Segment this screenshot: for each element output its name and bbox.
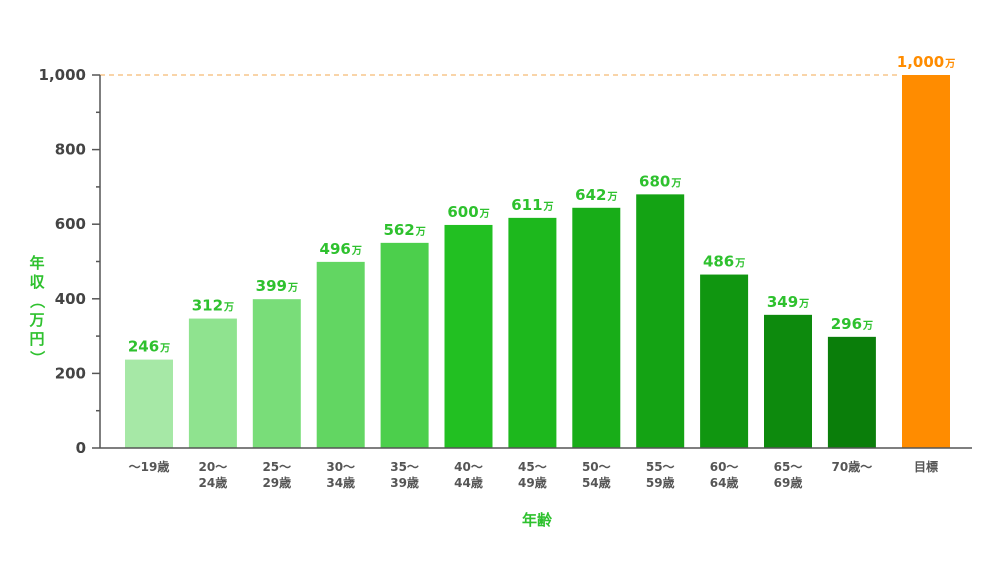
y-tick-label: 400 xyxy=(55,290,86,308)
bar xyxy=(764,314,812,448)
bar xyxy=(572,207,621,448)
y-tick-label: 1,000 xyxy=(39,66,86,84)
x-tick-label: 34歳 xyxy=(326,475,355,490)
data-label: 496万 xyxy=(320,240,362,258)
x-tick-label: 20～ xyxy=(199,460,228,474)
x-tick-label: 50～ xyxy=(582,460,611,474)
y-axis-title-char: （ xyxy=(28,293,46,308)
x-tick-label: 64歳 xyxy=(710,475,739,490)
x-tick-label: 29歳 xyxy=(262,475,291,490)
bar xyxy=(316,261,365,448)
x-tick-label: 59歳 xyxy=(646,475,675,490)
x-tick-label: ～19歳 xyxy=(129,459,170,474)
data-label: 600万 xyxy=(447,203,489,221)
bar xyxy=(380,242,429,448)
target-bar xyxy=(902,75,950,448)
data-label: 349万 xyxy=(767,293,809,311)
y-axis-title-char: 円 xyxy=(29,330,44,348)
bar xyxy=(508,217,557,448)
data-label: 1,000万 xyxy=(897,53,955,71)
y-tick-label: 800 xyxy=(55,141,86,159)
y-tick-label: 0 xyxy=(76,439,86,457)
y-axis-title-char: 収 xyxy=(29,273,45,291)
x-tick-label: 45～ xyxy=(518,460,547,474)
data-label: 680万 xyxy=(639,172,681,190)
x-tick-label: 55～ xyxy=(646,460,675,474)
x-tick-label: 目標 xyxy=(914,459,938,474)
y-tick-label: 200 xyxy=(55,364,86,382)
x-tick-label: 24歳 xyxy=(199,475,228,490)
bar xyxy=(188,318,237,448)
bar xyxy=(636,194,685,448)
x-tick-label: 35～ xyxy=(390,460,419,474)
y-tick-label: 600 xyxy=(55,215,86,233)
data-label: 642万 xyxy=(575,186,617,204)
x-tick-label: 49歳 xyxy=(518,475,547,490)
x-tick-label: 39歳 xyxy=(390,475,419,490)
data-label: 611万 xyxy=(511,196,553,214)
x-tick-label: 30～ xyxy=(326,460,355,474)
x-tick-label: 40～ xyxy=(454,460,483,474)
bar xyxy=(125,359,173,448)
x-tick-label: 25～ xyxy=(262,460,291,474)
data-label: 246万 xyxy=(128,338,170,356)
y-axis-title-char: 万 xyxy=(28,311,44,329)
x-tick-label: 54歳 xyxy=(582,475,611,490)
data-label: 399万 xyxy=(256,277,298,295)
x-tick-label: 65～ xyxy=(774,460,803,474)
bar xyxy=(827,336,876,448)
data-label: 312万 xyxy=(192,297,234,315)
data-label: 486万 xyxy=(703,253,745,271)
x-tick-label: 44歳 xyxy=(454,475,483,490)
x-tick-label: 69歳 xyxy=(774,475,803,490)
bar xyxy=(252,299,301,448)
bar xyxy=(700,274,749,448)
bar xyxy=(444,224,493,448)
data-label: 562万 xyxy=(383,221,425,239)
y-axis-title-char: ） xyxy=(28,350,46,365)
x-tick-label: 60～ xyxy=(710,460,739,474)
x-axis-title: 年齢 xyxy=(522,511,553,529)
data-label: 296万 xyxy=(831,315,873,333)
y-axis-title-char: 年 xyxy=(29,254,44,272)
x-tick-label: 70歳～ xyxy=(832,459,873,474)
